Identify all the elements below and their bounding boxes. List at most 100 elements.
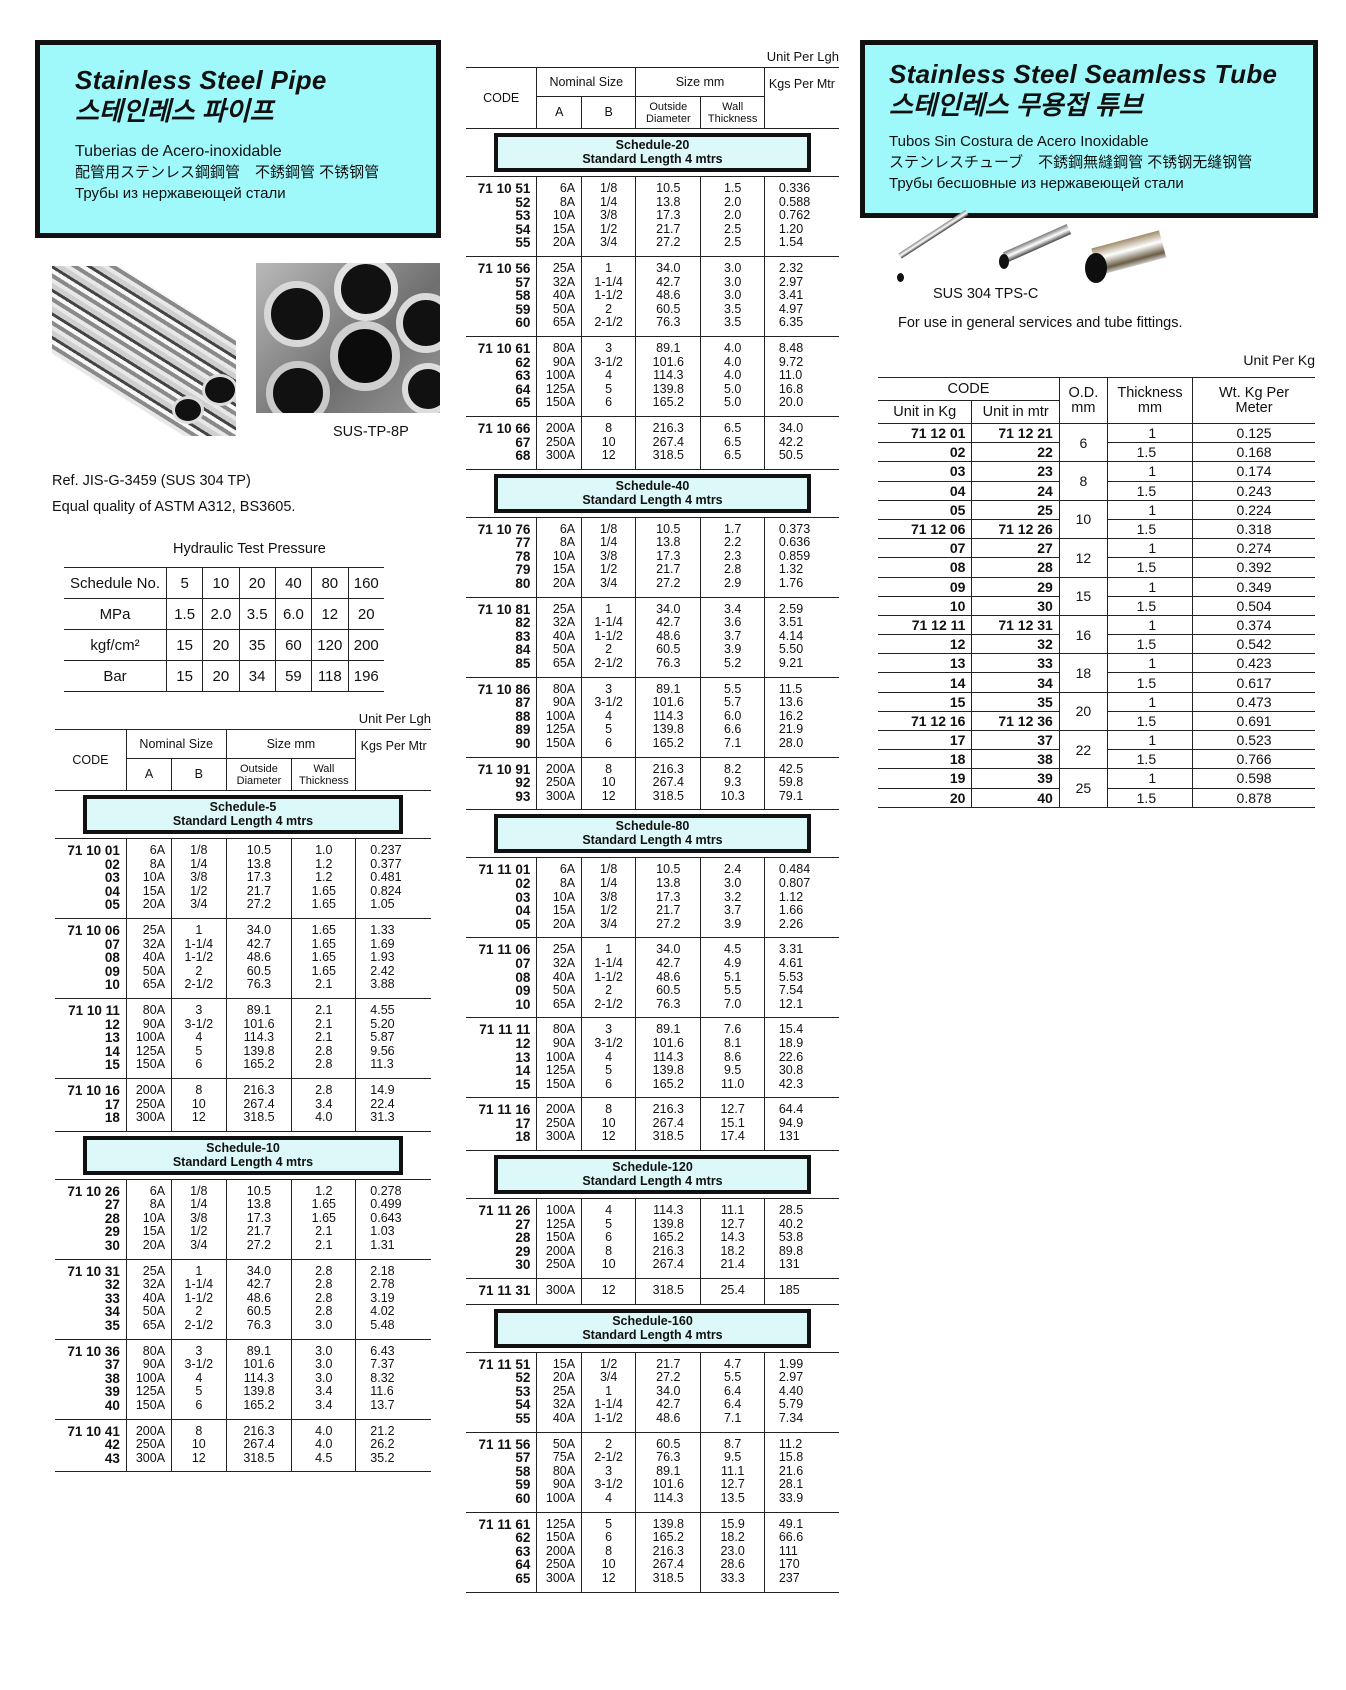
outside-diameter-cell: 10.5 [656, 862, 681, 877]
nominal-a-cell: 15A [552, 221, 576, 236]
schedule-banner: Schedule-40 Standard Length 4 mtrs [493, 473, 812, 513]
a-header: A [536, 96, 582, 129]
outside-diameter-cell: 114.3 [653, 1203, 684, 1218]
row-group: 71 10 31 32 33 34 35 25A 32A 40A 50A 65A 1 1-1/4 1-1… [55, 1259, 431, 1340]
nominal-b-cell-column: 4 5 6 8 10 [581, 1198, 636, 1280]
nominal-b-cell: 1/4 [190, 1197, 208, 1212]
kgs-cell: 1.31 [370, 1238, 395, 1253]
row-group: 71 11 11 12 13 14 15 80A 90A 100A 125A 150A 3 3-1/2… [466, 1017, 839, 1099]
code-unit-kg: 03 [878, 461, 972, 482]
nominal-a-cell: 25A [552, 1383, 576, 1398]
code-cell: 71 10 86 [477, 681, 531, 697]
code-cell: 07 [515, 955, 531, 971]
kgs-cell: 50.5 [778, 448, 804, 463]
wall-thickness-cell: 12.7 [720, 1477, 745, 1492]
code-cell: 80 [515, 576, 531, 592]
kgs-cell: 4.97 [778, 301, 804, 316]
nominal-a-cell: 6A [559, 862, 576, 877]
code-cell: 71 10 91 [477, 761, 531, 777]
outside-diameter-cell: 216.3 [652, 1243, 684, 1258]
kgs-cell: 170 [778, 1557, 800, 1572]
outside-diameter-cell: 10.5 [656, 181, 681, 195]
outside-diameter-cell: 76.3 [656, 996, 681, 1011]
table-row: 02 22 1.5 0.168 [878, 442, 1315, 463]
header-row-bottom: Unit in Kg Unit in mtr [878, 400, 1315, 424]
nominal-a-cell: 300A [545, 788, 576, 803]
wall-thickness-cell: 1.2 [315, 856, 333, 871]
code-cell: 71 10 66 [477, 420, 531, 436]
wall-thickness-cell: 3.9 [723, 916, 742, 931]
code-cell: 18 [515, 1129, 531, 1145]
nominal-b-cell-column: 1 1-1/4 1-1/2 2 2-1/2 [581, 937, 636, 1019]
outside-diameter-cell: 48.6 [656, 628, 681, 643]
schedule-title: Schedule-20 [615, 138, 690, 152]
code-cell: 68 [515, 448, 531, 464]
hydraulic-cell: 200 [347, 629, 384, 661]
code-cell: 59 [515, 301, 531, 317]
nominal-a-cell-column: 200A 250A 300A [125, 1078, 172, 1132]
kgs-cell: 131 [778, 1129, 800, 1144]
code-cell: 65 [515, 1570, 531, 1586]
outside-diameter-cell: 114.3 [653, 368, 684, 383]
outside-diameter-cell-column: 216.3 267.4 318.5 [635, 416, 701, 470]
wall-thickness-cell: 6.5 [723, 420, 742, 435]
nominal-a-cell-column: 200A 250A 300A [536, 416, 582, 470]
code-cell-column: 71 10 26 27 28 29 30 [55, 1179, 127, 1260]
unit-label: Unit Per Kg [1243, 352, 1315, 368]
wall-thickness-cell: 9.5 [723, 1450, 742, 1465]
outside-diameter-cell: 216.3 [652, 1543, 684, 1558]
wall-thickness-cell-column: 2.1 2.1 2.1 2.8 2.8 [291, 998, 356, 1079]
nominal-b-cell-column: 8 10 12 [581, 1097, 636, 1152]
od-header: O.D. mm [1058, 377, 1108, 424]
nominal-b-cell-column: 8 10 12 [171, 1419, 227, 1473]
nominal-a-cell: 300A [135, 1110, 166, 1125]
kgs-cell: 9.21 [778, 656, 804, 671]
code-cell: 71 11 61 [478, 1516, 531, 1532]
nominal-a-cell: 80A [142, 1343, 166, 1358]
nominal-b-cell: 5 [195, 1384, 203, 1399]
nominal-b-cell: 12 [601, 1129, 616, 1144]
nominal-a-cell: 100A [545, 708, 576, 723]
code-unit-mtr: 27 [971, 538, 1060, 559]
weight-cell: 0.766 [1192, 749, 1315, 770]
wall-thickness-cell: 1.2 [315, 870, 333, 885]
nominal-b-cell: 3 [605, 1022, 613, 1037]
nominal-b-cell: 5 [605, 1516, 613, 1531]
nominal-b-cell: 1 [605, 1383, 613, 1398]
wall-thickness-cell: 6.6 [723, 722, 742, 737]
nominal-a-cell: 125A [135, 1043, 166, 1058]
outside-diameter-cell-column: 10.5 13.8 17.3 21.7 27.2 [635, 857, 701, 939]
wall-thickness-cell: 11.1 [720, 1203, 745, 1218]
code-unit-kg: 15 [878, 692, 972, 712]
code-cell: 10 [515, 996, 531, 1012]
kgs-cell: 21.9 [778, 722, 804, 737]
outside-diameter-cell: 60.5 [246, 963, 272, 978]
schedule-banner: Schedule-20 Standard Length 4 mtrs [493, 133, 812, 172]
nominal-a-cell: 6A [149, 843, 166, 857]
nominal-b-cell: 10 [601, 1557, 616, 1572]
kgs-cell: 1.93 [370, 950, 395, 965]
kgs-cell: 2.26 [778, 916, 804, 931]
kgs-per-mtr-header: Kgs Per Mtr [355, 729, 431, 791]
code-unit-mtr: 39 [971, 768, 1060, 789]
wall-thickness-cell: 2.8 [315, 1057, 333, 1072]
unit-label: Unit Per Lgh [358, 711, 431, 726]
wall-thickness-cell: 8.2 [723, 761, 742, 776]
nominal-a-cell: 32A [552, 615, 576, 630]
nominal-b-cell: 1/8 [190, 843, 208, 857]
od-cell: 8 [1058, 461, 1108, 501]
wall-thickness-cell: 1.5 [723, 181, 742, 195]
outside-diameter-cell: 139.8 [243, 1043, 275, 1058]
outside-diameter-cell: 60.5 [656, 642, 681, 657]
table-row: 71 12 06 71 12 26 1.5 0.318 [878, 519, 1315, 540]
schedule-title: Schedule-120 [612, 1160, 693, 1175]
outside-diameter-cell: 34.0 [656, 601, 681, 616]
nominal-a-cell: 90A [552, 354, 576, 369]
wall-thickness-cell: 33.3 [720, 1570, 745, 1585]
nominal-a-cell: 250A [545, 775, 576, 790]
nominal-a-cell: 8A [559, 194, 576, 209]
nominal-b-cell: 1/2 [190, 1224, 208, 1239]
outside-diameter-cell: 267.4 [243, 1437, 275, 1452]
kgs-cell-column: 34.0 42.2 50.5 [763, 416, 839, 470]
code-unit-kg: 20 [878, 788, 972, 808]
